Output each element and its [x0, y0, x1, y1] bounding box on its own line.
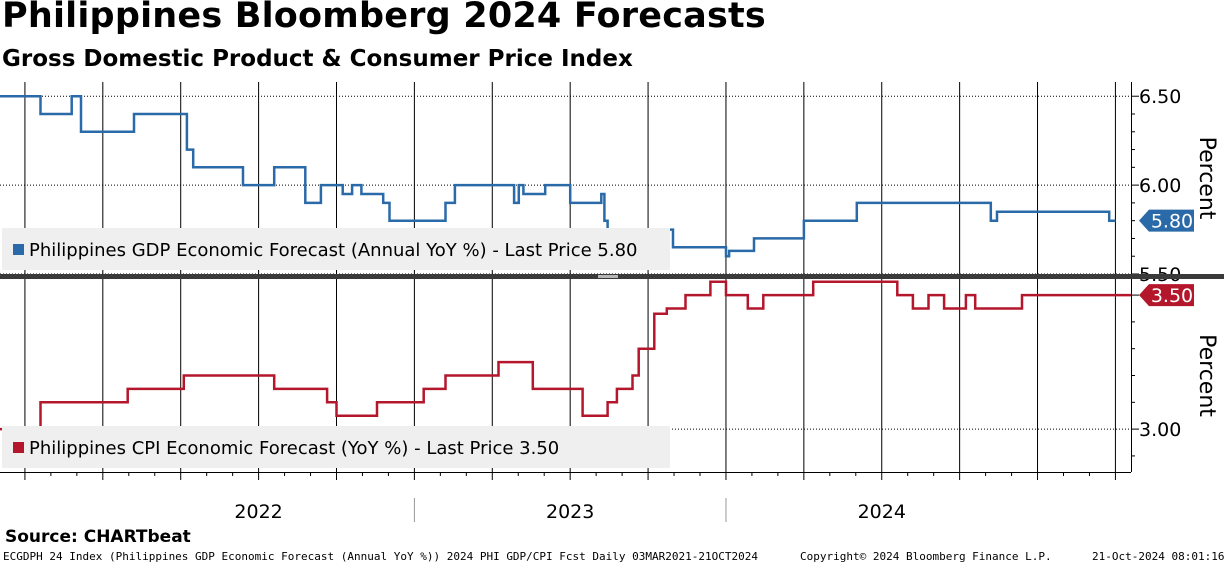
cpi-last-price-tag	[1139, 284, 1194, 307]
x-year-label: 2023	[546, 501, 594, 523]
gdp-y-tick-label: 6.50	[1139, 86, 1181, 108]
chart-title: Philippines Bloomberg 2024 Forecasts	[2, 0, 766, 36]
gdp-legend-swatch	[13, 244, 24, 255]
gdp-last-price-label: 5.80	[1151, 211, 1193, 233]
cpi-legend-label: Philippines CPI Economic Forecast (YoY %…	[29, 438, 559, 459]
source-note: Source: CHARTbeat	[5, 527, 191, 547]
cpi-legend-swatch	[13, 442, 24, 453]
panel-divider-handle	[598, 275, 618, 278]
x-year-label: 2022	[234, 501, 282, 523]
x-year-label: 2024	[858, 501, 906, 523]
cpi-legend-box	[2, 426, 670, 468]
copyright-note: Copyright© 2024 Bloomberg Finance L.P.	[800, 550, 1052, 563]
gdp-legend-label: Philippines GDP Economic Forecast (Annua…	[29, 240, 637, 261]
timestamp: 21-Oct-2024 08:01:16	[1092, 550, 1224, 563]
cpi-y-axis-label: Percent	[1194, 334, 1219, 417]
cpi-last-price-label: 3.50	[1151, 285, 1193, 307]
ticker-description: ECGDPH 24 Index (Philippines GDP Economi…	[3, 550, 758, 563]
gdp-legend-box	[2, 228, 670, 270]
cpi-series-line	[0, 280, 1131, 431]
gdp-last-price-tag	[1139, 209, 1194, 232]
chart-subtitle: Gross Domestic Product & Consumer Price …	[2, 46, 633, 72]
gdp-y-axis-label: Percent	[1194, 137, 1219, 220]
cpi-y-tick-label: 3.00	[1139, 419, 1181, 441]
gdp-y-tick-label: 6.00	[1139, 175, 1181, 197]
gdp-series-line	[0, 94, 1116, 258]
